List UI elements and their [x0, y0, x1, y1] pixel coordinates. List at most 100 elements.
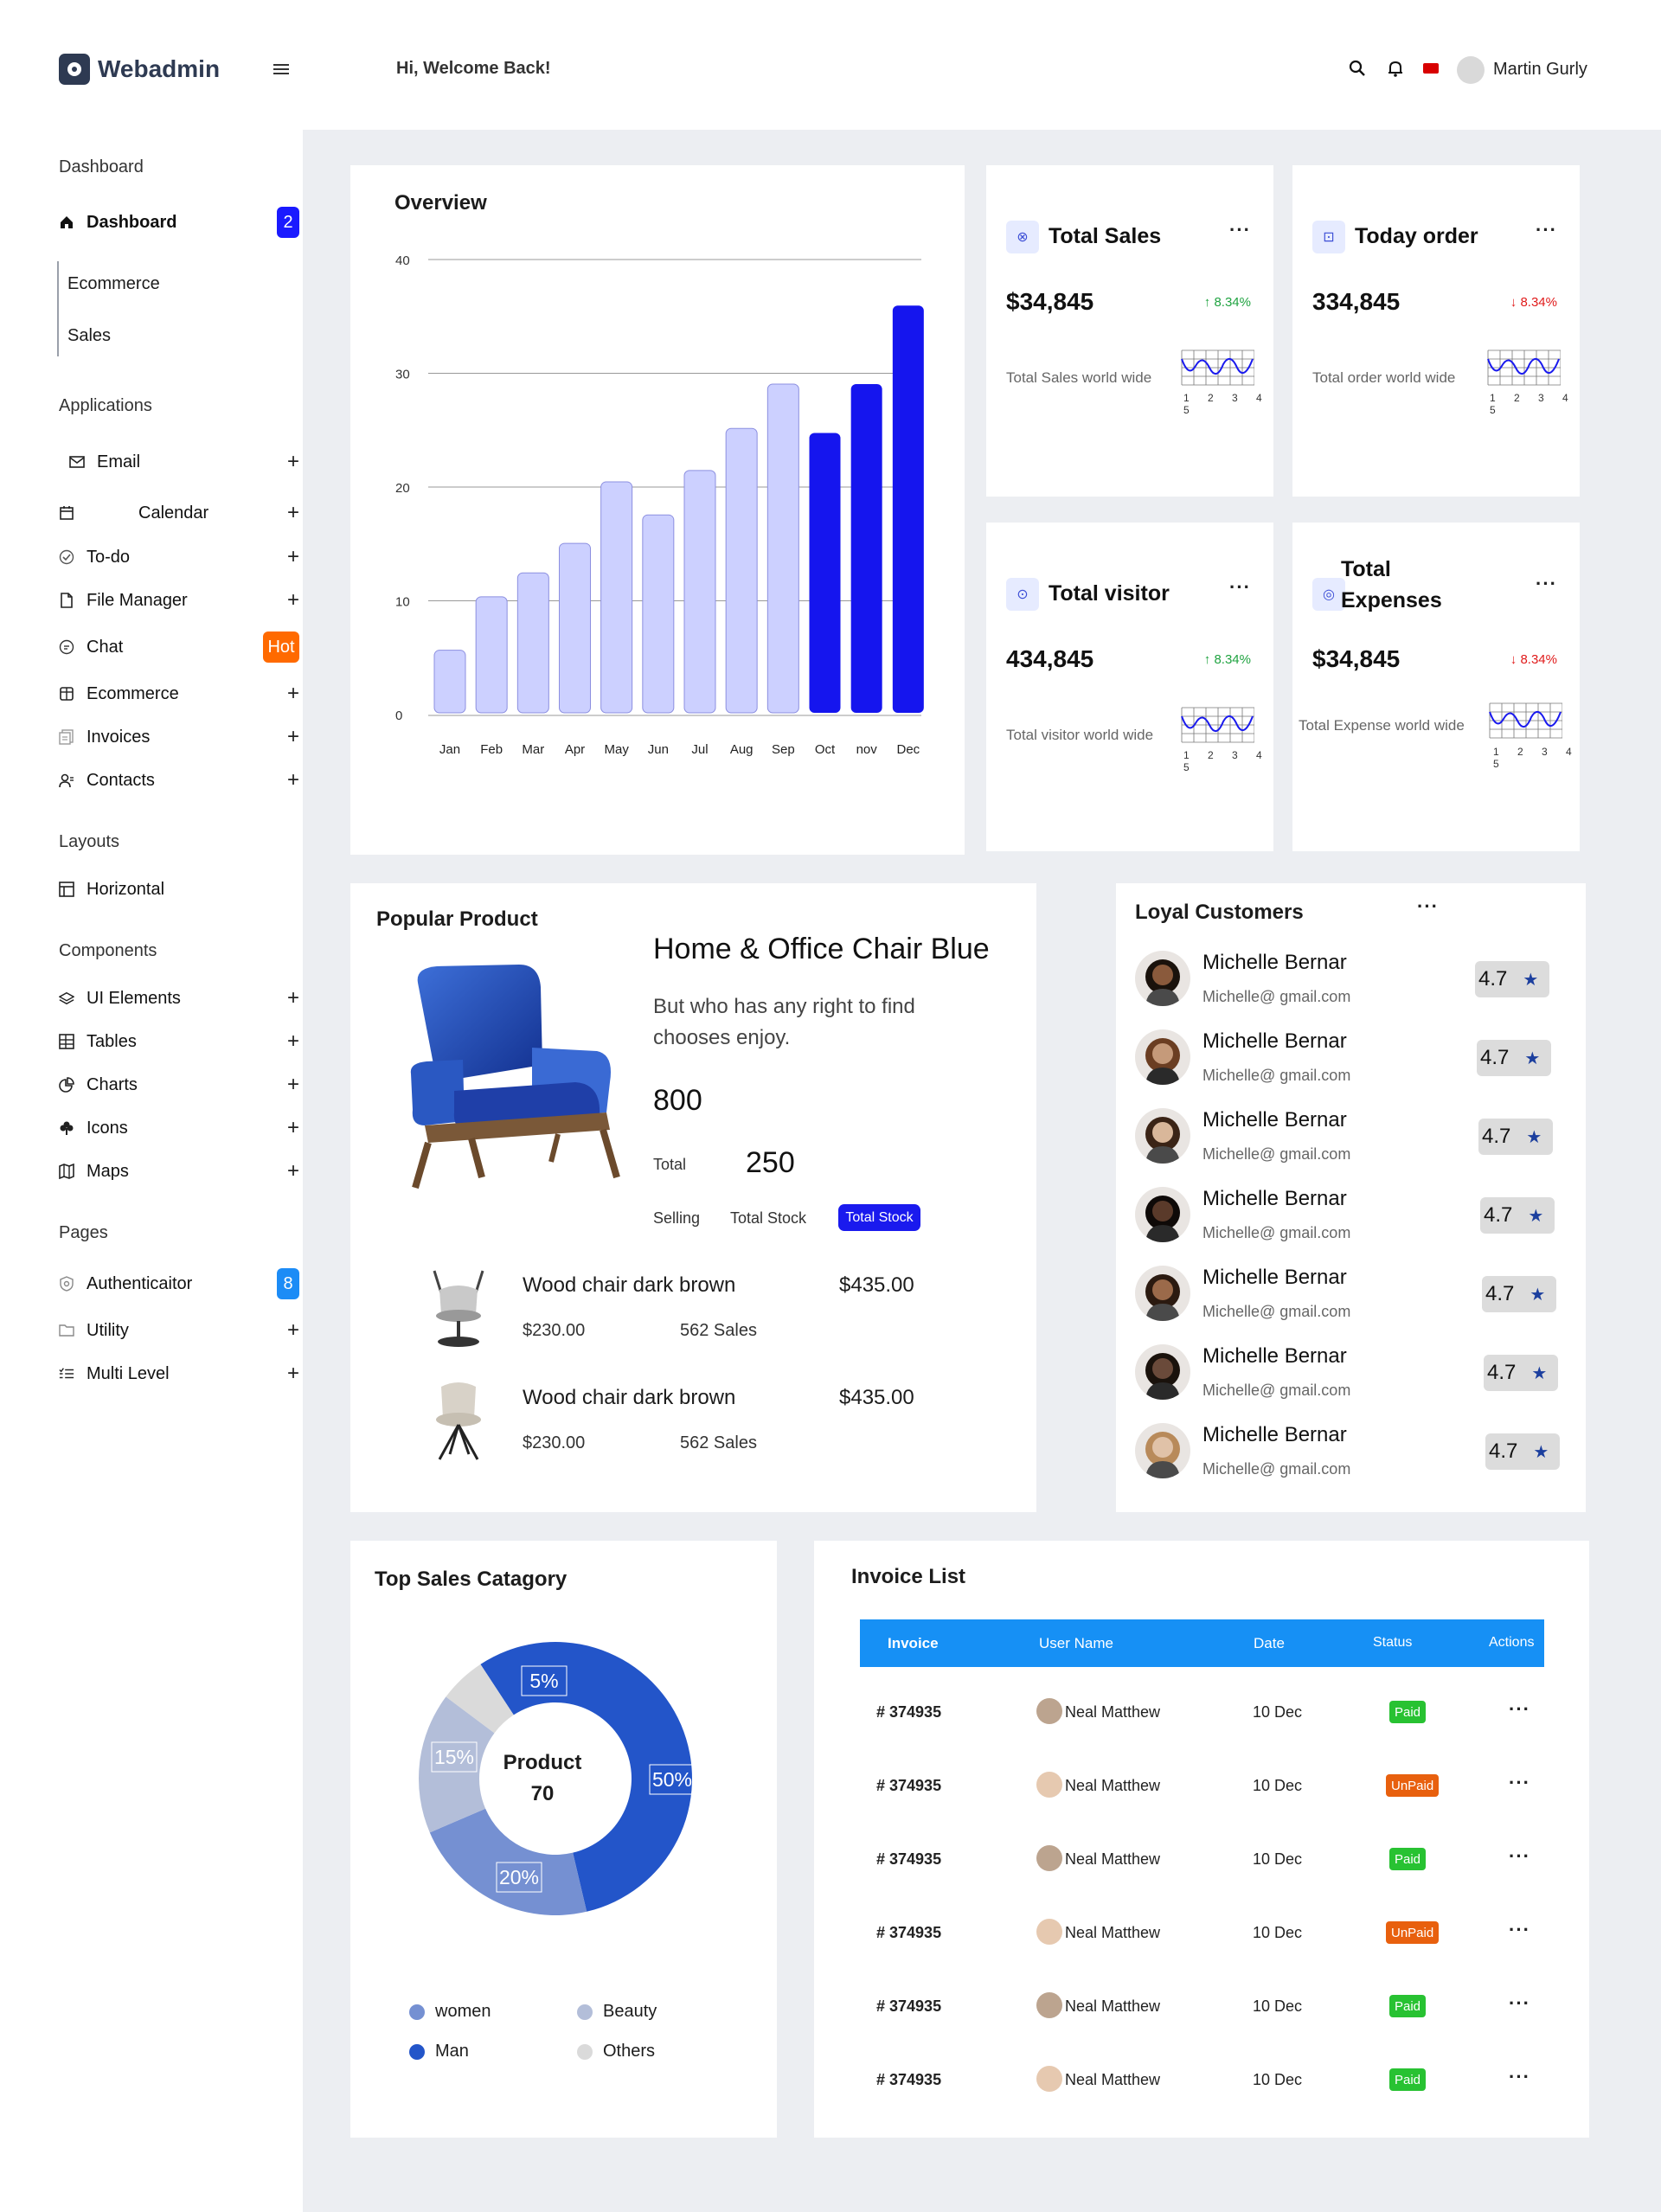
- sidebar-sub-sales[interactable]: Sales: [67, 326, 112, 345]
- expand-plus-icon[interactable]: +: [286, 1362, 299, 1385]
- section-applications: Applications: [59, 396, 152, 415]
- legend-item[interactable]: Beauty: [577, 2002, 657, 2022]
- row-actions-icon[interactable]: ···: [1509, 1698, 1530, 1720]
- bar-Apr[interactable]: [559, 542, 591, 714]
- sidebar-item-contacts[interactable]: Contacts +: [59, 765, 299, 796]
- sidebar-item-email[interactable]: Email +: [69, 446, 299, 478]
- customer-name[interactable]: Michelle Bernar: [1202, 951, 1347, 974]
- bell-icon[interactable]: [1386, 59, 1405, 82]
- customer-name[interactable]: Michelle Bernar: [1202, 1187, 1347, 1210]
- legend-item[interactable]: Others: [577, 2042, 655, 2061]
- column-header-actions[interactable]: Actions: [1489, 1635, 1535, 1650]
- sidebar-item-label: Ecommerce: [87, 683, 179, 703]
- expand-plus-icon[interactable]: +: [286, 1318, 299, 1342]
- overview-bar-chart: 0 10 20 30 40 Jan Feb Mar Apr May Jun Jul Aug Sep Oct n…: [395, 253, 924, 757]
- expand-plus-icon[interactable]: +: [286, 501, 299, 524]
- sidebar-item-file-manager[interactable]: File Manager +: [59, 585, 299, 616]
- invoice-number[interactable]: # 374935: [876, 2071, 942, 2088]
- expand-plus-icon[interactable]: +: [286, 450, 299, 473]
- expand-plus-icon[interactable]: +: [286, 1073, 299, 1096]
- sidebar-item-icons[interactable]: Icons +: [59, 1112, 299, 1144]
- sidebar-item-ui-elements[interactable]: UI Elements +: [59, 983, 299, 1014]
- user-avatar[interactable]: [1457, 56, 1485, 84]
- column-header-status[interactable]: Status: [1373, 1635, 1413, 1650]
- expand-plus-icon[interactable]: +: [286, 1116, 299, 1139]
- more-options-icon[interactable]: ···: [1229, 576, 1251, 598]
- bar-Jan[interactable]: [433, 650, 466, 714]
- customer-name[interactable]: Michelle Bernar: [1202, 1108, 1347, 1132]
- column-header-date[interactable]: Date: [1254, 1635, 1285, 1651]
- sidebar-sub-ecommerce[interactable]: Ecommerce: [67, 274, 160, 293]
- row-actions-icon[interactable]: ···: [1509, 1992, 1530, 2014]
- tab-selling[interactable]: Selling: [653, 1209, 701, 1227]
- brand-logo[interactable]: Webadmin: [59, 54, 220, 85]
- sidebar-item-authenticator[interactable]: Authenticaitor 8: [59, 1268, 299, 1299]
- invoice-number[interactable]: # 374935: [876, 1850, 942, 1868]
- bar-Sep[interactable]: [766, 383, 799, 714]
- menu-icon[interactable]: [273, 61, 291, 78]
- sidebar-item-dashboard[interactable]: Dashboard 2: [59, 207, 299, 238]
- expand-plus-icon[interactable]: +: [286, 588, 299, 612]
- bar-Jul[interactable]: [683, 470, 716, 714]
- row-actions-icon[interactable]: ···: [1509, 2066, 1530, 2087]
- sidebar-item-charts[interactable]: Charts +: [59, 1069, 299, 1100]
- flag-icon[interactable]: [1423, 63, 1439, 74]
- column-header-invoice[interactable]: Invoice: [888, 1635, 939, 1651]
- customer-name[interactable]: Michelle Bernar: [1202, 1423, 1347, 1446]
- sidebar-item-tables[interactable]: Tables +: [59, 1026, 299, 1057]
- sidebar-item-multi-level[interactable]: Multi Level +: [59, 1358, 299, 1389]
- sidebar-item-utility[interactable]: Utility +: [59, 1315, 299, 1346]
- more-options-icon[interactable]: ···: [1536, 573, 1557, 594]
- row-actions-icon[interactable]: ···: [1509, 1919, 1530, 1940]
- sidebar-item-horizontal[interactable]: Horizontal: [59, 874, 299, 905]
- bar-Mar[interactable]: [516, 572, 549, 714]
- row-actions-icon[interactable]: ···: [1509, 1772, 1530, 1793]
- stat-card: ⊡ Today order ··· 334,845 ↓ 8.34% Total order…: [1292, 165, 1580, 497]
- rating-value: 4.7: [1480, 1046, 1510, 1069]
- more-options-icon[interactable]: ···: [1417, 895, 1439, 917]
- invoice-number[interactable]: # 374935: [876, 1703, 942, 1721]
- customer-name[interactable]: Michelle Bernar: [1202, 1266, 1347, 1289]
- sidebar-item-ecommerce[interactable]: Ecommerce +: [59, 678, 299, 709]
- donut-slice-Beauty[interactable]: [419, 1696, 495, 1833]
- more-options-icon[interactable]: ···: [1229, 219, 1251, 240]
- sidebar-item-maps[interactable]: Maps +: [59, 1156, 299, 1187]
- legend-item[interactable]: women: [409, 2002, 491, 2022]
- donut-slice-women[interactable]: [429, 1808, 587, 1915]
- sidebar-item-label: Authenticaitor: [87, 1273, 193, 1293]
- bar-Dec[interactable]: [892, 305, 924, 713]
- user-name[interactable]: Martin Gurly: [1493, 60, 1587, 79]
- legend-dot: [577, 2043, 593, 2060]
- expand-plus-icon[interactable]: +: [286, 1029, 299, 1053]
- bar-Oct[interactable]: [809, 433, 841, 713]
- search-icon[interactable]: [1348, 59, 1367, 82]
- expand-plus-icon[interactable]: +: [286, 725, 299, 748]
- more-options-icon[interactable]: ···: [1536, 219, 1557, 240]
- sidebar-item-calendar[interactable]: Calendar +: [59, 497, 299, 529]
- invoice-number[interactable]: # 374935: [876, 1997, 942, 2015]
- sidebar-item-chat[interactable]: Chat Hot: [59, 632, 299, 663]
- bar-nov[interactable]: [850, 383, 882, 713]
- tab-total-stock-active[interactable]: Total Stock: [838, 1204, 920, 1231]
- expand-plus-icon[interactable]: +: [286, 986, 299, 1010]
- bar-Jun[interactable]: [642, 514, 675, 714]
- customer-name[interactable]: Michelle Bernar: [1202, 1344, 1347, 1368]
- customer-name[interactable]: Michelle Bernar: [1202, 1029, 1347, 1053]
- expand-plus-icon[interactable]: +: [286, 1159, 299, 1183]
- invoice-number[interactable]: # 374935: [876, 1777, 942, 1794]
- tab-total-stock[interactable]: Total Stock: [730, 1209, 807, 1227]
- bar-Feb[interactable]: [475, 596, 508, 714]
- donut-slice-Man[interactable]: [480, 1642, 692, 1912]
- expand-plus-icon[interactable]: +: [286, 682, 299, 705]
- invoice-number[interactable]: # 374935: [876, 1924, 942, 1941]
- row-actions-icon[interactable]: ···: [1509, 1845, 1530, 1867]
- legend-item[interactable]: Man: [409, 2042, 469, 2061]
- bar-May[interactable]: [600, 481, 633, 714]
- expand-plus-icon[interactable]: +: [286, 545, 299, 568]
- donut-slice-Others[interactable]: [446, 1664, 514, 1734]
- column-header-user[interactable]: User Name: [1039, 1635, 1113, 1651]
- bar-Aug[interactable]: [725, 427, 758, 714]
- sidebar-item-invoices[interactable]: Invoices +: [59, 721, 299, 753]
- sidebar-item-todo[interactable]: To-do +: [59, 542, 299, 573]
- expand-plus-icon[interactable]: +: [286, 768, 299, 792]
